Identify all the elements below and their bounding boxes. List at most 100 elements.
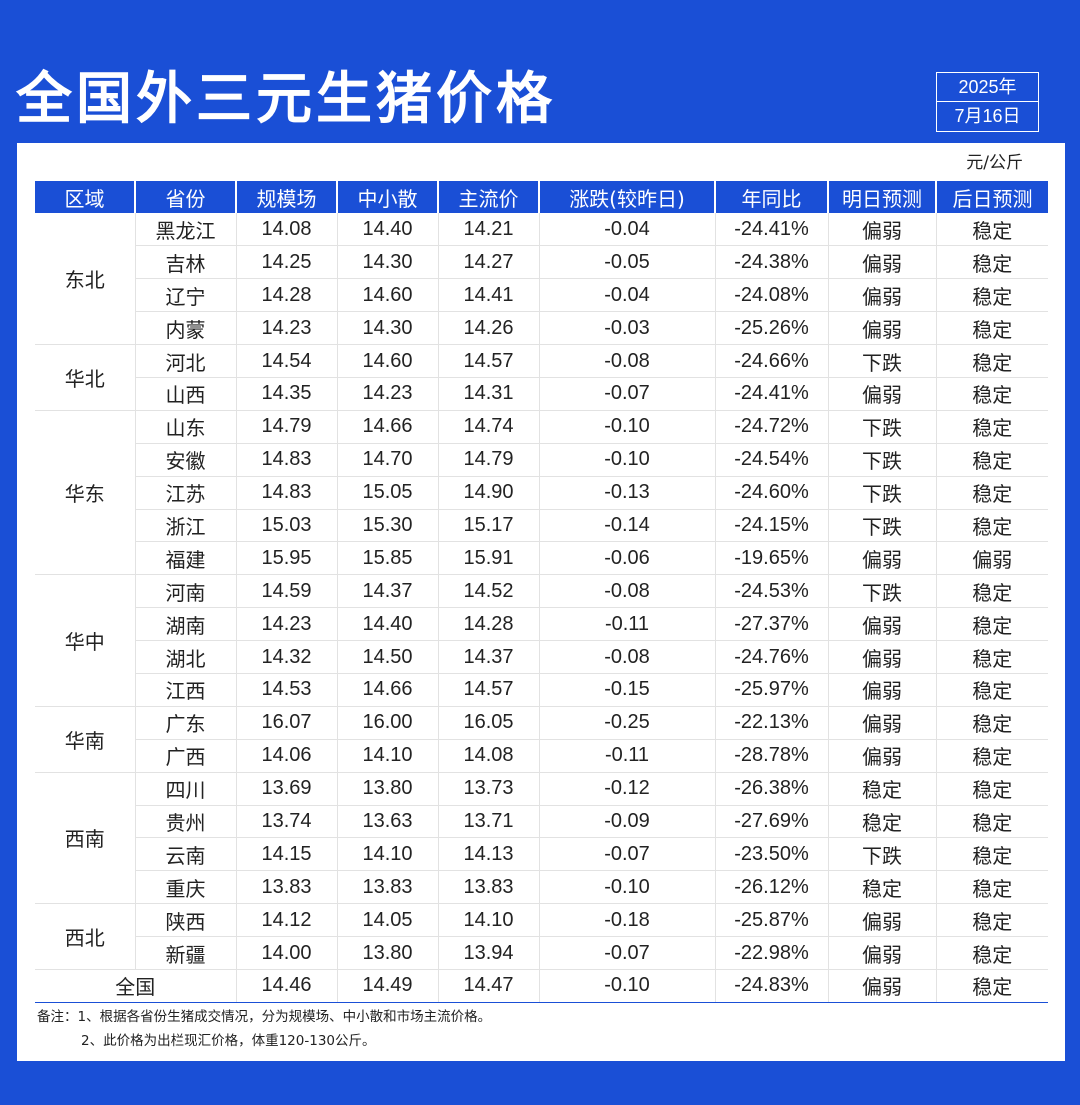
table-row: 吉林 14.25 14.30 14.27 -0.05 -24.38% 偏弱 稳定 xyxy=(35,245,1048,280)
cell-tomorrow: 下跌 xyxy=(828,476,937,510)
cell-large-farm: 14.35 xyxy=(236,377,338,411)
cell-yoy: -24.41% xyxy=(715,213,829,247)
cell-dayafter: 稳定 xyxy=(936,443,1048,477)
cell-province: 辽宁 xyxy=(135,278,237,313)
cell-small-farm: 14.30 xyxy=(337,245,439,280)
cell-yoy: -28.78% xyxy=(715,739,829,773)
cell-dayafter: 稳定 xyxy=(936,706,1048,740)
cell-large-farm: 14.12 xyxy=(236,903,338,938)
cell-province: 安徽 xyxy=(135,443,237,477)
cell-large-farm: 14.06 xyxy=(236,739,338,773)
cell-province: 广西 xyxy=(135,739,237,773)
cell-tomorrow: 偏弱 xyxy=(828,607,937,642)
cell-yoy: -24.72% xyxy=(715,410,829,444)
table-row: 贵州 13.74 13.63 13.71 -0.09 -27.69% 稳定 稳定 xyxy=(35,805,1048,839)
cell-dayafter: 稳定 xyxy=(936,903,1048,938)
cell-change: -0.04 xyxy=(539,213,716,247)
cell-tomorrow: 偏弱 xyxy=(828,969,937,1003)
cell-change: -0.05 xyxy=(539,245,716,280)
cell-yoy: -26.12% xyxy=(715,870,829,905)
cell-large-farm: 14.83 xyxy=(236,443,338,477)
cell-small-farm: 14.66 xyxy=(337,673,439,707)
cell-dayafter: 稳定 xyxy=(936,805,1048,839)
cell-small-farm: 15.30 xyxy=(337,509,439,543)
cell-province: 贵州 xyxy=(135,805,237,839)
cell-large-farm: 14.28 xyxy=(236,278,338,313)
cell-main-price: 14.08 xyxy=(438,739,540,773)
header-row: 区域 省份 规模场 中小散 主流价 涨跌(较昨日) 年同比 明日预测 后日预测 xyxy=(35,181,1048,213)
cell-tomorrow: 偏弱 xyxy=(828,673,937,707)
cell-large-farm: 15.03 xyxy=(236,509,338,543)
cell-main-price: 15.91 xyxy=(438,541,540,576)
cell-change: -0.13 xyxy=(539,476,716,510)
cell-dayafter: 稳定 xyxy=(936,278,1048,313)
cell-change: -0.08 xyxy=(539,574,716,609)
cell-dayafter: 稳定 xyxy=(936,673,1048,707)
cell-main-price: 14.90 xyxy=(438,476,540,510)
cell-main-price: 14.31 xyxy=(438,377,540,411)
cell-main-price: 16.05 xyxy=(438,706,540,740)
cell-change: -0.18 xyxy=(539,903,716,938)
table-row: 湖北 14.32 14.50 14.37 -0.08 -24.76% 偏弱 稳定 xyxy=(35,640,1048,674)
cell-dayafter: 稳定 xyxy=(936,870,1048,905)
table-row: 福建 15.95 15.85 15.91 -0.06 -19.65% 偏弱 偏弱 xyxy=(35,541,1048,576)
cell-tomorrow: 偏弱 xyxy=(828,541,937,576)
cell-tomorrow: 下跌 xyxy=(828,574,937,609)
cell-main-price: 13.83 xyxy=(438,870,540,905)
cell-yoy: -24.38% xyxy=(715,245,829,280)
cell-main-price: 14.26 xyxy=(438,311,540,346)
table-row: 湖南 14.23 14.40 14.28 -0.11 -27.37% 偏弱 稳定 xyxy=(35,607,1048,642)
cell-dayafter: 稳定 xyxy=(936,213,1048,247)
table-row: 广西 14.06 14.10 14.08 -0.11 -28.78% 偏弱 稳定 xyxy=(35,739,1048,773)
cell-change: -0.07 xyxy=(539,936,716,970)
header-dayafter: 后日预测 xyxy=(936,181,1048,213)
table-row: 西北 陕西 14.12 14.05 14.10 -0.18 -25.87% 偏弱 稳定 xyxy=(35,903,1048,970)
cell-main-price: 14.10 xyxy=(438,903,540,938)
cell-small-farm: 13.80 xyxy=(337,772,439,806)
cell-main-price: 15.17 xyxy=(438,509,540,543)
cell-main-price: 14.13 xyxy=(438,837,540,872)
cell-province: 广东 xyxy=(135,706,237,740)
date-box: 2025年 7月16日 xyxy=(936,72,1039,132)
cell-small-farm: 14.10 xyxy=(337,739,439,773)
cell-yoy: -19.65% xyxy=(715,541,829,576)
header-large-farm: 规模场 xyxy=(236,181,338,213)
cell-change: -0.15 xyxy=(539,673,716,707)
cell-large-farm: 14.79 xyxy=(236,410,338,444)
cell-small-farm: 14.30 xyxy=(337,311,439,346)
cell-main-price: 13.94 xyxy=(438,936,540,970)
cell-main-price: 13.71 xyxy=(438,805,540,839)
notes: 备注：1、根据各省份生猪成交情况，分为规模场、中小散和市场主流价格。 2、此价格… xyxy=(37,1005,491,1053)
header-tomorrow: 明日预测 xyxy=(828,181,937,213)
cell-small-farm: 14.50 xyxy=(337,640,439,674)
table-row: 浙江 15.03 15.30 15.17 -0.14 -24.15% 下跌 稳定 xyxy=(35,509,1048,543)
cell-change: -0.25 xyxy=(539,706,716,740)
cell-tomorrow: 偏弱 xyxy=(828,936,937,970)
cell-province: 内蒙 xyxy=(135,311,237,346)
cell-tomorrow: 下跌 xyxy=(828,837,937,872)
table-row: 华北 河北 14.54 14.60 14.57 -0.08 -24.66% 下跌 稳定 xyxy=(35,344,1048,411)
note-line-1: 备注：1、根据各省份生猪成交情况，分为规模场、中小散和市场主流价格。 xyxy=(37,1009,492,1025)
table-row: 新疆 14.00 13.80 13.94 -0.07 -22.98% 偏弱 稳定 xyxy=(35,936,1048,970)
cell-dayafter: 稳定 xyxy=(936,311,1048,346)
cell-province: 山西 xyxy=(135,377,237,411)
cell-large-farm: 14.32 xyxy=(236,640,338,674)
cell-large-farm: 13.69 xyxy=(236,772,338,806)
cell-yoy: -24.76% xyxy=(715,640,829,674)
cell-change: -0.07 xyxy=(539,837,716,872)
cell-dayafter: 稳定 xyxy=(936,739,1048,773)
cell-dayafter: 稳定 xyxy=(936,936,1048,970)
cell-main-price: 14.79 xyxy=(438,443,540,477)
cell-region: 华中 xyxy=(35,574,136,707)
cell-large-farm: 16.07 xyxy=(236,706,338,740)
cell-main-price: 14.21 xyxy=(438,213,540,247)
cell-change: -0.08 xyxy=(539,640,716,674)
cell-province: 吉林 xyxy=(135,245,237,280)
cell-region: 华北 xyxy=(35,344,136,411)
cell-yoy: -24.15% xyxy=(715,509,829,543)
cell-dayafter: 稳定 xyxy=(936,245,1048,280)
cell-change: -0.10 xyxy=(539,410,716,444)
cell-tomorrow: 下跌 xyxy=(828,443,937,477)
cell-large-farm: 14.15 xyxy=(236,837,338,872)
cell-small-farm: 15.85 xyxy=(337,541,439,576)
